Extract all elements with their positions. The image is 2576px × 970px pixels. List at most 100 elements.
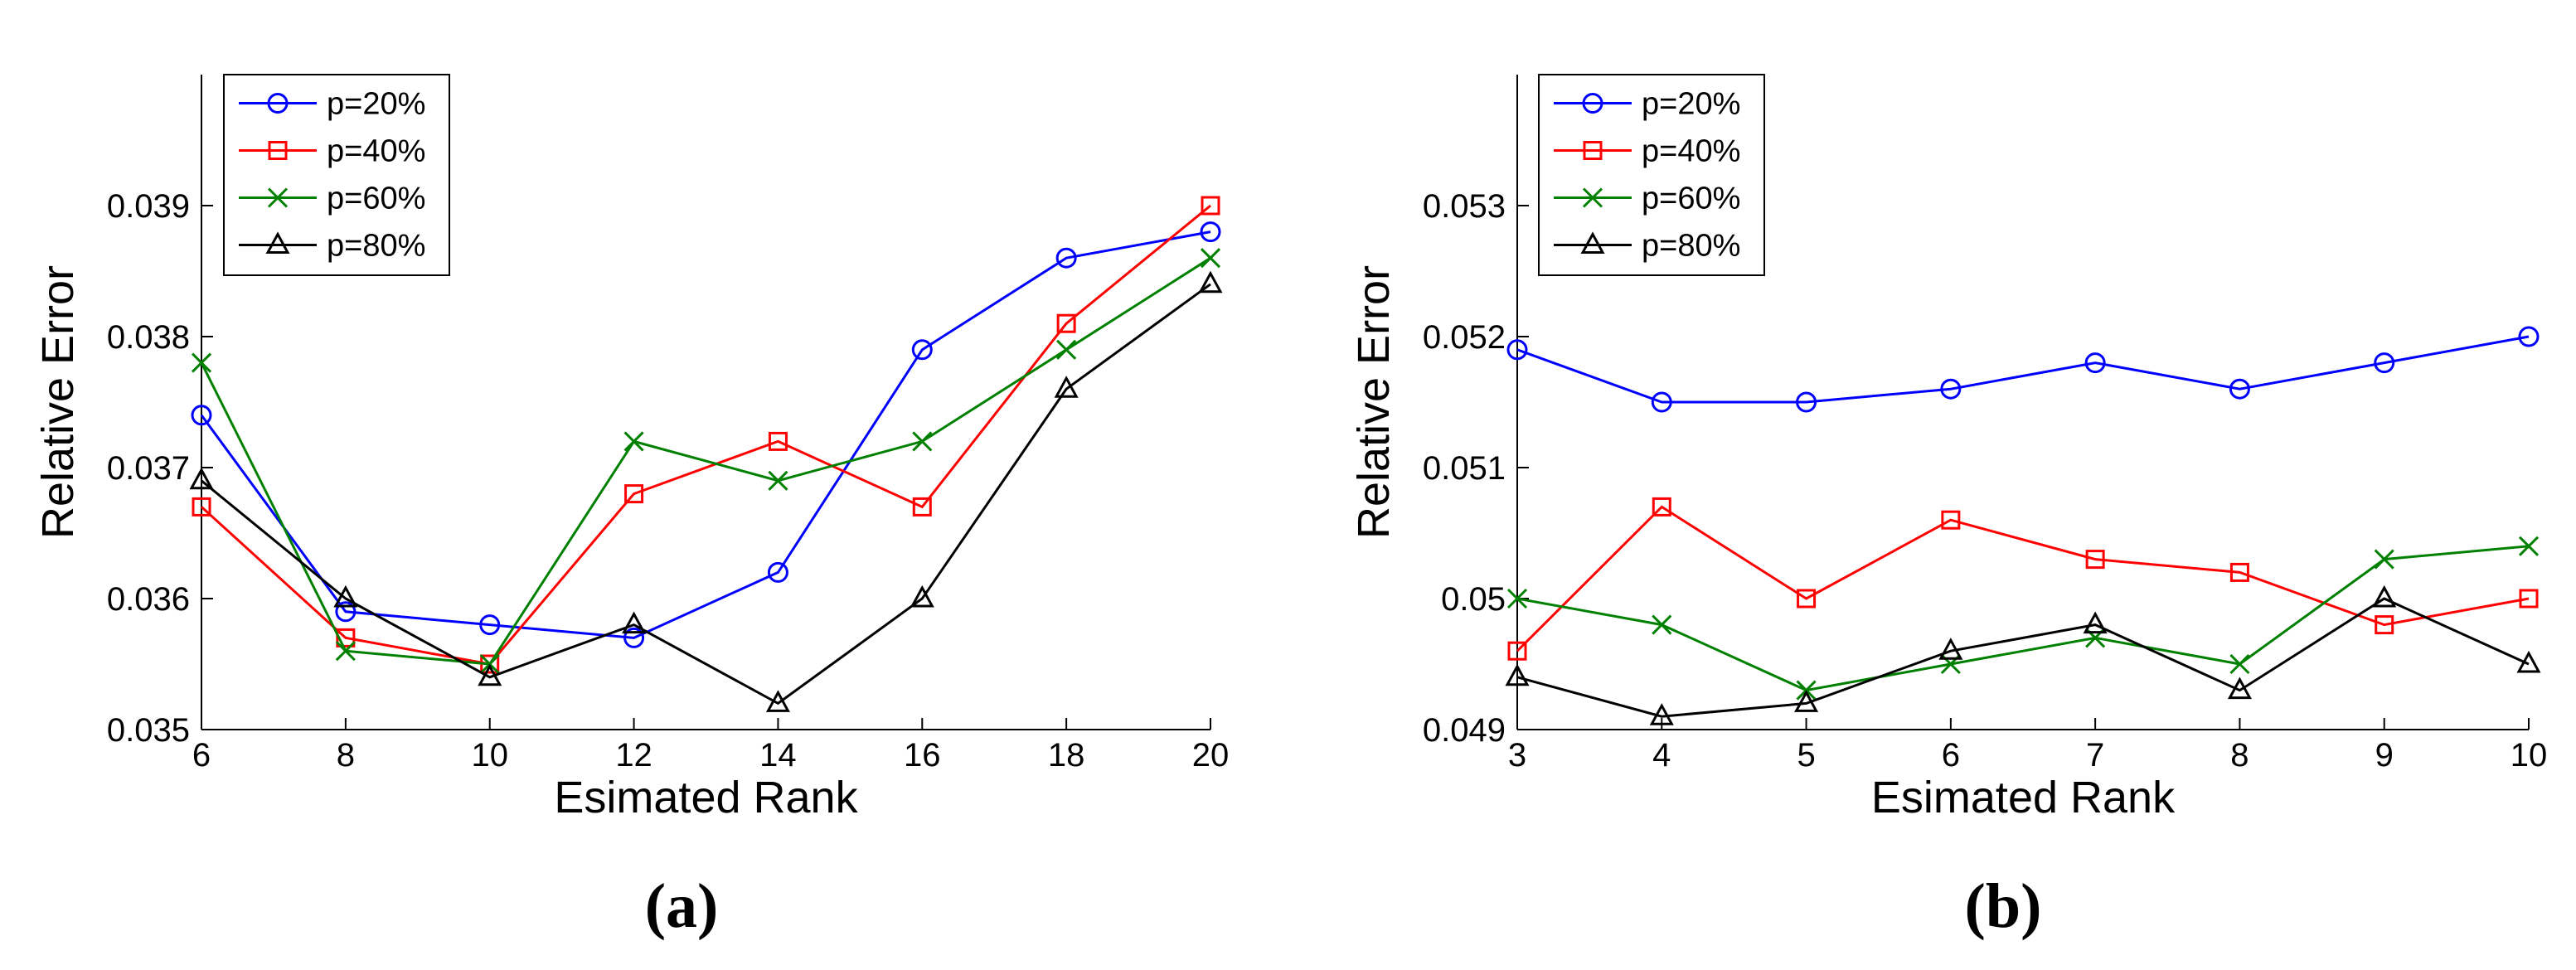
x-tick-label: 8 bbox=[2230, 737, 2249, 774]
data-point bbox=[623, 627, 645, 648]
data-point bbox=[2227, 677, 2252, 700]
data-point bbox=[623, 431, 644, 452]
x-tick-label: 10 bbox=[2511, 737, 2548, 774]
data-point bbox=[1651, 391, 1672, 413]
data-point bbox=[191, 405, 212, 426]
legend-marker bbox=[1583, 141, 1603, 160]
x-tick-label: 12 bbox=[615, 737, 652, 774]
legend: p=20% p=40% p=60% p=80% bbox=[223, 74, 450, 276]
series-line bbox=[200, 230, 1211, 639]
data-point bbox=[1056, 339, 1077, 360]
legend-label: p=60% bbox=[327, 182, 425, 216]
x-tick-label: 10 bbox=[471, 737, 508, 774]
series-line bbox=[201, 283, 1211, 706]
data-point bbox=[1652, 497, 1671, 517]
y-axis-label: Relative Error bbox=[1349, 265, 1399, 539]
series-p=20% bbox=[191, 221, 1221, 648]
x-tick-label: 14 bbox=[759, 737, 797, 774]
data-point bbox=[911, 339, 933, 361]
y-axis-label: Relative Error bbox=[33, 265, 83, 539]
y-tick-label: 0.053 bbox=[1423, 188, 1506, 225]
data-point bbox=[1198, 270, 1223, 293]
y-tick-label: 0.036 bbox=[107, 581, 190, 618]
data-point bbox=[1505, 663, 1530, 686]
data-point bbox=[1794, 690, 1819, 712]
data-point bbox=[192, 497, 211, 517]
data-point bbox=[336, 628, 356, 647]
x-axis-label: Esimated Rank bbox=[554, 773, 858, 822]
panel-label: (b) bbox=[1965, 871, 2042, 941]
y-tick-label: 0.052 bbox=[1423, 319, 1506, 356]
x-tick-label: 5 bbox=[1797, 737, 1815, 774]
x-tick-label: 6 bbox=[192, 737, 211, 774]
data-point bbox=[768, 470, 788, 491]
y-tick-label: 0.035 bbox=[107, 712, 190, 749]
series-line bbox=[1516, 335, 2530, 404]
legend-marker bbox=[1582, 187, 1603, 208]
data-point bbox=[1649, 703, 1674, 725]
series-line bbox=[1516, 505, 2530, 652]
legend-label: p=40% bbox=[1642, 134, 1740, 169]
panel-label: (a) bbox=[645, 871, 719, 941]
x-tick-label: 9 bbox=[2375, 737, 2394, 774]
data-point bbox=[191, 352, 212, 373]
data-point bbox=[335, 641, 356, 662]
series-line bbox=[200, 256, 1211, 666]
data-point bbox=[2229, 653, 2250, 675]
x-tick-label: 16 bbox=[904, 737, 941, 774]
series-p=40% bbox=[1507, 497, 2539, 661]
data-point bbox=[1797, 589, 1817, 609]
data-point bbox=[1652, 614, 1672, 635]
series-p=80% bbox=[1505, 584, 2541, 725]
data-point bbox=[2374, 352, 2395, 374]
legend: p=20% p=40% p=60% p=80% bbox=[1538, 74, 1765, 276]
data-point bbox=[1796, 391, 1817, 413]
data-point bbox=[912, 497, 932, 517]
legend-label: p=80% bbox=[1642, 229, 1740, 264]
legend-box bbox=[223, 74, 450, 276]
series-p=80% bbox=[189, 270, 1223, 712]
data-point bbox=[2518, 536, 2540, 556]
y-tick-label: 0.037 bbox=[107, 450, 190, 487]
x-tick-label: 3 bbox=[1508, 737, 1526, 774]
legend-marker bbox=[265, 231, 290, 254]
y-tick-label: 0.049 bbox=[1423, 712, 1506, 749]
legend-label: p=20% bbox=[327, 87, 425, 122]
legend-label: p=40% bbox=[327, 134, 425, 169]
legend-label: p=20% bbox=[1642, 87, 1740, 122]
data-point bbox=[333, 584, 358, 608]
data-point bbox=[1054, 376, 1079, 398]
data-point bbox=[2229, 378, 2250, 400]
x-tick-label: 20 bbox=[1192, 737, 1230, 774]
data-point bbox=[478, 663, 502, 686]
data-point bbox=[767, 561, 788, 583]
data-point bbox=[2374, 549, 2394, 570]
chart-a: 6 8 10 12 14 16 18 20 0.035 0.036 0.037 0.038 0.039 E… bbox=[33, 74, 1230, 941]
data-point bbox=[1506, 588, 1528, 609]
series-p=60% bbox=[1506, 536, 2540, 701]
legend-label: p=60% bbox=[1642, 182, 1740, 216]
y-tick-label: 0.05 bbox=[1441, 581, 1506, 618]
data-point bbox=[1941, 510, 1961, 530]
data-point bbox=[2516, 650, 2541, 673]
series-line bbox=[200, 204, 1211, 666]
data-point bbox=[2229, 562, 2249, 582]
data-point bbox=[765, 690, 790, 712]
series-p=20% bbox=[1506, 326, 2540, 413]
data-point bbox=[2375, 615, 2394, 635]
data-point bbox=[2518, 326, 2540, 347]
x-tick-label: 18 bbox=[1048, 737, 1085, 774]
series-line bbox=[1516, 597, 2530, 718]
x-tick-label: 8 bbox=[337, 737, 355, 774]
data-point bbox=[189, 467, 214, 490]
data-point bbox=[624, 484, 644, 504]
series-p=60% bbox=[191, 248, 1221, 675]
data-point bbox=[1506, 339, 1528, 361]
data-point bbox=[912, 431, 933, 452]
legend-marker bbox=[1580, 231, 1605, 254]
data-point bbox=[479, 614, 501, 636]
data-point bbox=[1507, 641, 1527, 661]
data-point bbox=[2372, 584, 2397, 608]
x-tick-label: 6 bbox=[1942, 737, 1960, 774]
data-point bbox=[1201, 196, 1220, 216]
